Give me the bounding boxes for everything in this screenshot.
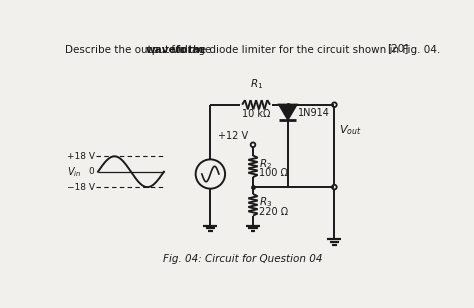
Text: $V_{out}$: $V_{out}$	[339, 123, 362, 137]
Text: 0: 0	[88, 167, 94, 176]
Text: +12 V: +12 V	[218, 131, 248, 141]
Text: Describe the output voltage: Describe the output voltage	[64, 45, 214, 55]
Text: 100 Ω: 100 Ω	[259, 168, 288, 178]
Text: 1N914: 1N914	[298, 108, 330, 118]
Text: for the diode limiter for the circuit shown in Fig. 04.: for the diode limiter for the circuit sh…	[168, 45, 441, 55]
Text: $R_3$: $R_3$	[259, 196, 273, 209]
Text: −18 V: −18 V	[67, 183, 95, 192]
Text: Fig. 04: Circuit for Question 04: Fig. 04: Circuit for Question 04	[163, 254, 323, 264]
Text: $R_2$: $R_2$	[259, 157, 272, 171]
Text: +18 V: +18 V	[67, 152, 95, 161]
Text: 220 Ω: 220 Ω	[259, 207, 288, 217]
Text: $R_1$: $R_1$	[249, 77, 263, 91]
Text: 10 kΩ: 10 kΩ	[242, 108, 270, 119]
Text: $V_{in}$: $V_{in}$	[66, 165, 81, 179]
Text: waveform: waveform	[146, 45, 204, 55]
Polygon shape	[279, 105, 296, 119]
Text: [20]: [20]	[387, 43, 408, 53]
